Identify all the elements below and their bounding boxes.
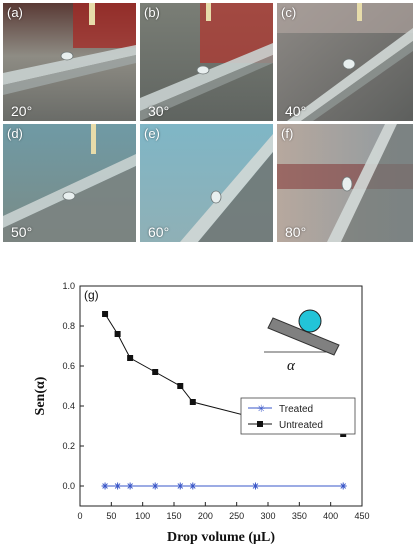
photo-a-label: (a): [7, 5, 23, 20]
photo-b-angle: 30°: [148, 103, 170, 119]
data-point-treated: [101, 482, 109, 490]
photo-e-label: (e): [144, 126, 160, 141]
data-point-treated: [114, 482, 122, 490]
plot-frame: [79, 285, 363, 507]
legend-untreated-label: Untreated: [279, 420, 323, 431]
legend-treated-marker: ✳: [257, 404, 265, 415]
x-tick-label: 200: [198, 511, 213, 521]
data-point-treated: [189, 482, 197, 490]
data-point-untreated: [102, 311, 109, 317]
inset-plate: [267, 317, 340, 356]
y-tick-label: 0.0: [62, 481, 75, 491]
photo-b-label: (b): [144, 5, 160, 20]
photo-c-image: [277, 3, 413, 121]
y-tick-label: 0.2: [62, 441, 75, 451]
data-point-untreated: [114, 331, 121, 337]
legend-treated-label: Treated: [279, 404, 313, 415]
x-tick-label: 0: [77, 511, 82, 521]
y-tick-label: 0.4: [62, 401, 75, 411]
y-tick-label: 0.8: [62, 321, 75, 331]
photo-panel-f: (f) 80°: [277, 124, 413, 242]
data-point-untreated: [127, 355, 134, 361]
inset-alpha-symbol: α: [287, 358, 296, 374]
photo-panel-a: (a) 20°: [3, 3, 136, 121]
photo-f-angle: 80°: [285, 224, 307, 240]
photo-c-label: (c): [281, 5, 297, 20]
chart-container: 0 50 100 150 200 250 300 350 400 450 0.0 0.2 0.4 0.6 0…: [0, 268, 416, 550]
x-tick-label: 100: [135, 511, 150, 521]
data-point-untreated: [152, 369, 159, 375]
x-tick-label: 350: [292, 511, 307, 521]
x-tick-label: 250: [229, 511, 244, 521]
x-axis-title: Drop volume (μL): [167, 530, 275, 545]
photo-panel-e: (e) 60°: [140, 124, 273, 242]
photo-panel-b: (b) 30°: [140, 3, 273, 121]
tilted-plate-inset: α: [264, 309, 340, 374]
legend-untreated-marker: [257, 421, 263, 427]
photo-b-image: [140, 3, 273, 121]
data-point-treated: [339, 482, 347, 490]
x-tick-label: 150: [166, 511, 181, 521]
photo-panel-c: (c) 40°: [277, 3, 413, 121]
y-axis-title: Sen(α): [33, 376, 48, 415]
data-point-untreated: [189, 399, 196, 405]
y-tick-label: 1.0: [62, 281, 75, 291]
photo-e-angle: 60°: [148, 224, 170, 240]
legend: ✳ Treated Untreated: [240, 397, 356, 435]
x-tick-label: 450: [354, 511, 369, 521]
data-point-treated: [251, 482, 259, 490]
photo-d-label: (d): [7, 126, 23, 141]
inset-drop: [298, 309, 322, 333]
axes-layer: 0 50 100 150 200 250 300 350 400 450 0.0 0.2 0.4 0.6 0…: [62, 281, 369, 521]
photo-c-angle: 40°: [285, 103, 307, 119]
data-point-treated: [126, 482, 134, 490]
x-tick-label: 50: [106, 511, 116, 521]
legend-box: [240, 397, 356, 435]
y-tick-label: 0.6: [62, 361, 75, 371]
photo-e-image: [140, 124, 273, 242]
photo-f-label: (f): [281, 126, 294, 141]
x-tick-label: 300: [260, 511, 275, 521]
data-point-treated: [176, 482, 184, 490]
data-point-treated: [151, 482, 159, 490]
photo-d-angle: 50°: [11, 224, 33, 240]
photo-d-image: [3, 124, 136, 242]
photo-panel-d: (d) 50°: [3, 124, 136, 242]
data-point-untreated: [177, 383, 184, 389]
line-chart: 0 50 100 150 200 250 300 350 400 450 0.0 0.2 0.4 0.6 0…: [33, 281, 370, 545]
x-tick-label: 400: [323, 511, 338, 521]
photo-a-image: [3, 3, 136, 121]
panel-label: (g): [84, 288, 99, 302]
photo-a-angle: 20°: [11, 103, 33, 119]
photo-f-image: [277, 124, 413, 242]
